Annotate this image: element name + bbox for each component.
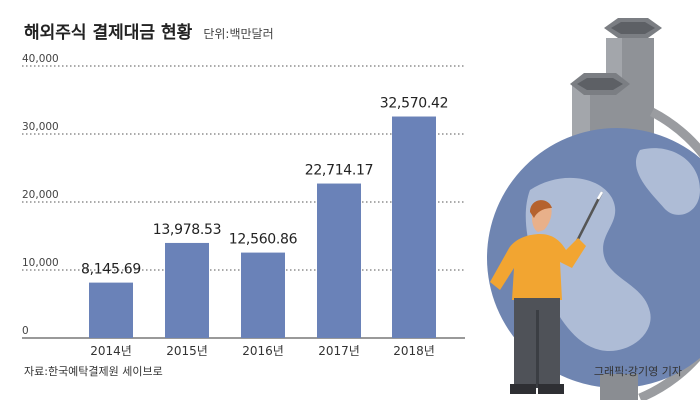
unit-label: 단위:백만달러	[203, 27, 274, 41]
bar	[317, 183, 361, 338]
y-tick-label: 40,000	[22, 53, 59, 65]
bar	[165, 242, 209, 338]
bar-value-label: 32,570.42	[380, 96, 449, 112]
bar-value-label: 8,145.69	[81, 262, 141, 278]
graphic-credit: 그래픽:강기영 기자	[593, 365, 682, 378]
y-tick-label: 10,000	[22, 257, 59, 269]
x-tick-label: 2018년	[393, 344, 435, 358]
chart-title: 해외주식 결제대금 현황	[24, 23, 193, 43]
bar	[392, 116, 436, 338]
bar-value-label: 22,714.17	[305, 163, 374, 179]
bar-value-label: 13,978.53	[153, 222, 222, 238]
data-labels: 8,145.69 13,978.53 12,560.86 22,714.17 32,57…	[81, 96, 449, 278]
x-axis: 2014년 2015년 2016년 2017년 2018년	[90, 344, 435, 358]
bar-value-label: 12,560.86	[229, 232, 298, 248]
y-tick-label: 0	[22, 325, 29, 337]
bar	[89, 282, 133, 338]
x-tick-label: 2015년	[166, 344, 208, 358]
chart-title-block: 해외주식 결제대금 현황 단위:백만달러	[24, 18, 274, 43]
presenter-illustration	[490, 191, 604, 394]
y-tick-label: 30,000	[22, 121, 59, 133]
bar	[241, 252, 285, 338]
x-tick-label: 2014년	[90, 344, 132, 358]
x-tick-label: 2016년	[242, 344, 284, 358]
x-tick-label: 2017년	[318, 344, 360, 358]
source-note: 자료:한국예탁결제원 세이브로	[24, 365, 163, 378]
bar-series	[89, 116, 436, 338]
y-axis: 0 10,000 20,000 30,000 40,000	[22, 53, 59, 337]
y-tick-label: 20,000	[22, 189, 59, 201]
